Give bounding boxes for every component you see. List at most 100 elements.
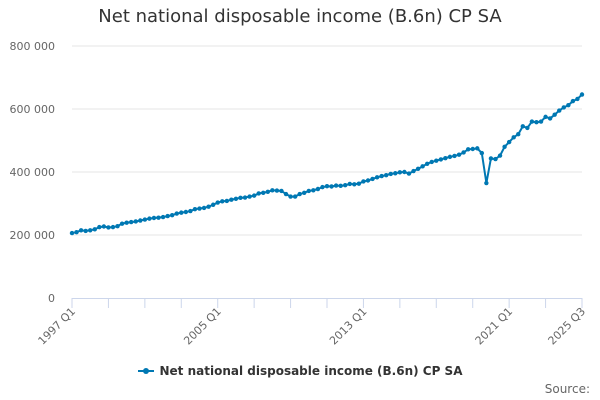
data-point — [138, 218, 143, 223]
data-point — [479, 150, 485, 156]
data-point — [215, 200, 220, 205]
data-point — [302, 190, 307, 195]
x-tick-label: 2005 Q1 — [181, 305, 224, 348]
data-point — [497, 153, 503, 158]
data-point — [88, 228, 93, 233]
data-point — [429, 159, 434, 165]
y-tick-label: 0 — [48, 292, 55, 305]
data-point — [465, 147, 471, 152]
data-point — [97, 224, 102, 230]
data-point — [206, 204, 211, 209]
data-point — [115, 223, 120, 229]
data-point — [297, 191, 302, 197]
data-point — [165, 213, 170, 219]
data-point — [142, 217, 148, 222]
data-point — [511, 135, 516, 140]
data-point — [383, 172, 389, 178]
data-point — [347, 181, 352, 187]
data-point — [197, 206, 202, 211]
data-point — [283, 191, 289, 197]
data-point — [274, 188, 280, 193]
data-point — [570, 98, 576, 104]
data-point — [547, 116, 553, 121]
data-point — [169, 212, 175, 218]
data-point — [151, 215, 157, 221]
data-point — [179, 210, 184, 215]
data-point — [233, 196, 239, 201]
data-point — [270, 188, 275, 193]
chart-title: Net national disposable income (B.6n) CP… — [98, 6, 502, 27]
data-point — [92, 227, 97, 232]
data-point — [119, 221, 125, 226]
legend-dot — [142, 368, 149, 374]
data-point — [402, 169, 407, 175]
data-point — [306, 188, 311, 194]
data-point — [292, 194, 298, 199]
data-point — [183, 209, 189, 215]
data-point — [411, 168, 416, 174]
data-point — [566, 103, 571, 108]
data-point — [156, 215, 161, 220]
data-point — [557, 108, 562, 113]
data-point — [538, 119, 544, 124]
x-tick-label: 2013 Q1 — [327, 305, 370, 348]
data-point — [333, 183, 339, 188]
data-point — [456, 152, 462, 157]
data-point — [356, 181, 362, 186]
data-point — [279, 188, 284, 194]
data-point — [420, 164, 425, 169]
data-point — [506, 139, 512, 145]
data-point — [561, 105, 566, 110]
data-point — [365, 178, 371, 183]
data-point — [247, 194, 252, 199]
data-point — [188, 208, 193, 214]
data-point — [201, 205, 207, 211]
data-point — [256, 191, 261, 196]
data-point — [128, 219, 134, 225]
data-point — [133, 219, 138, 224]
data-point — [543, 114, 548, 120]
data-point — [265, 189, 271, 195]
data-point — [520, 124, 526, 129]
data-point — [484, 180, 489, 186]
data-point — [393, 171, 398, 176]
data-point — [160, 214, 166, 220]
data-point — [320, 184, 325, 190]
data-point — [147, 216, 152, 221]
y-tick-label: 800 000 — [10, 40, 56, 53]
x-tick-label: 1997 Q1 — [36, 305, 79, 348]
data-point — [192, 206, 198, 212]
y-tick-label: 200 000 — [10, 229, 56, 242]
data-point — [352, 182, 357, 187]
data-point — [525, 125, 530, 131]
series-line — [71, 93, 583, 235]
data-point — [529, 119, 535, 124]
y-axis-ticks: 0 200 000 400 000 600 000 800 000 — [10, 40, 56, 305]
data-point — [261, 190, 266, 195]
legend-label: Net national disposable income (B.6n) CP… — [159, 364, 463, 378]
data-point — [229, 197, 234, 202]
data-point — [315, 186, 321, 192]
data-point — [370, 176, 375, 182]
data-point — [251, 193, 257, 198]
data-point — [379, 173, 384, 179]
data-point — [374, 175, 380, 180]
data-point — [174, 211, 179, 216]
y-tick-label: 600 000 — [10, 103, 56, 116]
legend[interactable]: Net national disposable income (B.6n) CP… — [0, 364, 600, 378]
legend-symbol-icon — [137, 365, 154, 377]
data-point — [406, 171, 412, 176]
data-point — [224, 198, 230, 204]
data-point — [461, 150, 466, 155]
data-point — [443, 155, 448, 161]
data-point — [575, 96, 580, 102]
data-point — [388, 171, 393, 177]
data-point — [397, 170, 403, 175]
data-point — [470, 146, 475, 152]
series-layer — [69, 92, 585, 236]
data-point — [220, 199, 225, 204]
data-point — [493, 156, 498, 162]
data-point — [534, 120, 539, 125]
data-point — [69, 230, 75, 236]
